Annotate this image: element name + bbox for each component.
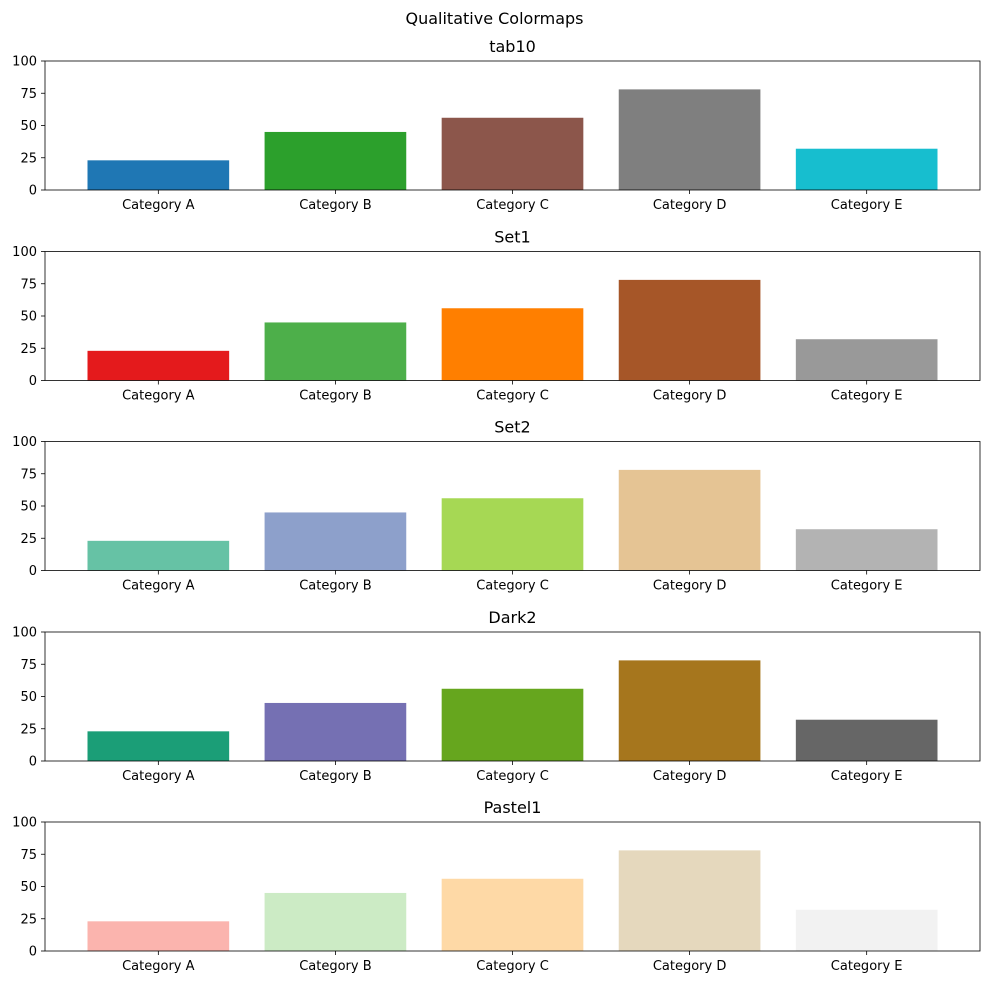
y-tick-label: 50 <box>20 690 37 705</box>
bar-category-a <box>87 160 230 190</box>
x-tick-label: Category D <box>653 579 727 594</box>
x-tick-label: Category E <box>831 769 903 784</box>
axes-frame <box>44 631 981 762</box>
x-tick-label: Category B <box>299 198 371 213</box>
bar-category-a <box>87 921 230 951</box>
y-tick-label: 0 <box>29 755 37 770</box>
bar-category-e <box>795 909 938 951</box>
x-tick-label: Category C <box>476 769 549 784</box>
x-tick-label: Category A <box>122 769 195 784</box>
x-tick-label: Category C <box>476 579 549 594</box>
x-tick-label: Category D <box>653 769 727 784</box>
x-tick-label: Category A <box>122 959 195 974</box>
y-tick-label: 100 <box>12 816 37 831</box>
bar-category-a <box>87 731 230 761</box>
bar-category-e <box>795 148 938 190</box>
x-tick-label: Category C <box>476 198 549 213</box>
y-tick-label: 50 <box>20 310 37 325</box>
bar-category-d <box>618 660 761 761</box>
subplot-dark2: Dark2 Category A Category B Category C Categ… <box>12 608 981 784</box>
x-tick-label: Category E <box>831 959 903 974</box>
x-tick-label: Category E <box>831 579 903 594</box>
x-tick-label: Category B <box>299 959 371 974</box>
bar-category-d <box>618 89 761 190</box>
axes-frame <box>44 821 981 952</box>
y-tick-label: 100 <box>12 245 37 260</box>
bar-category-b <box>264 512 407 571</box>
y-tick-label: 25 <box>20 912 37 927</box>
subplot-title: Set2 <box>494 418 530 437</box>
subplot-pastel1: Pastel1 Category A Category B Category C Cat… <box>12 798 981 974</box>
x-tick-label: Category A <box>122 579 195 594</box>
y-tick-label: 75 <box>20 658 37 673</box>
axes-frame <box>44 441 981 571</box>
bar-category-b <box>264 131 407 190</box>
bar-category-b <box>264 702 407 761</box>
y-tick-label: 50 <box>20 880 37 895</box>
y-tick-label: 0 <box>29 374 37 389</box>
bar-category-c <box>441 117 584 190</box>
x-tick-label: Category B <box>299 389 371 404</box>
y-tick-label: 25 <box>20 151 37 166</box>
x-tick-label: Category A <box>122 198 195 213</box>
x-tick-label: Category E <box>831 198 903 213</box>
x-tick-label: Category B <box>299 769 371 784</box>
subplot-set1: Set1 Category A Category B Category C Catego… <box>12 228 981 404</box>
subplot-set2: Set2 Category A Category B Category C Catego… <box>12 418 981 594</box>
y-tick-label: 0 <box>29 945 37 960</box>
y-tick-label: 0 <box>29 184 37 199</box>
x-tick-label: Category C <box>476 959 549 974</box>
x-tick-label: Category B <box>299 579 371 594</box>
bar-category-c <box>441 878 584 951</box>
bar-category-d <box>618 469 761 571</box>
y-tick-label: 50 <box>20 500 37 515</box>
y-tick-label: 75 <box>20 277 37 292</box>
axes-frame <box>44 251 981 381</box>
bar-category-e <box>795 529 938 571</box>
bar-category-d <box>618 850 761 951</box>
y-tick-label: 75 <box>20 87 37 102</box>
x-tick-label: Category A <box>122 389 195 404</box>
subplot-title: Pastel1 <box>484 798 542 817</box>
subplot-title: Set1 <box>494 228 530 247</box>
subplot-tab10: tab10 Category A Category B Category C Categ… <box>12 37 981 213</box>
bar-category-b <box>264 892 407 951</box>
subplot-title: Dark2 <box>488 608 536 627</box>
y-tick-label: 100 <box>12 626 37 641</box>
bar-category-c <box>441 308 584 381</box>
bar-category-b <box>264 322 407 381</box>
y-tick-label: 25 <box>20 532 37 547</box>
bar-category-e <box>795 339 938 381</box>
y-tick-label: 75 <box>20 848 37 863</box>
x-tick-label: Category D <box>653 959 727 974</box>
x-tick-label: Category D <box>653 198 727 213</box>
y-tick-label: 100 <box>12 55 37 70</box>
x-tick-label: Category E <box>831 389 903 404</box>
y-tick-label: 25 <box>20 722 37 737</box>
y-tick-label: 50 <box>20 119 37 134</box>
bar-category-a <box>87 540 230 571</box>
bar-category-c <box>441 498 584 571</box>
bar-category-d <box>618 279 761 381</box>
y-tick-label: 75 <box>20 467 37 482</box>
y-tick-label: 0 <box>29 564 37 579</box>
subplot-title: tab10 <box>489 37 536 56</box>
x-tick-label: Category C <box>476 389 549 404</box>
bar-category-c <box>441 688 584 761</box>
axes-frame <box>44 60 981 191</box>
x-tick-label: Category D <box>653 389 727 404</box>
y-tick-label: 25 <box>20 342 37 357</box>
bar-category-a <box>87 350 230 381</box>
bar-category-e <box>795 719 938 761</box>
figure-title: Qualitative Colormaps <box>406 9 584 28</box>
y-tick-label: 100 <box>12 435 37 450</box>
